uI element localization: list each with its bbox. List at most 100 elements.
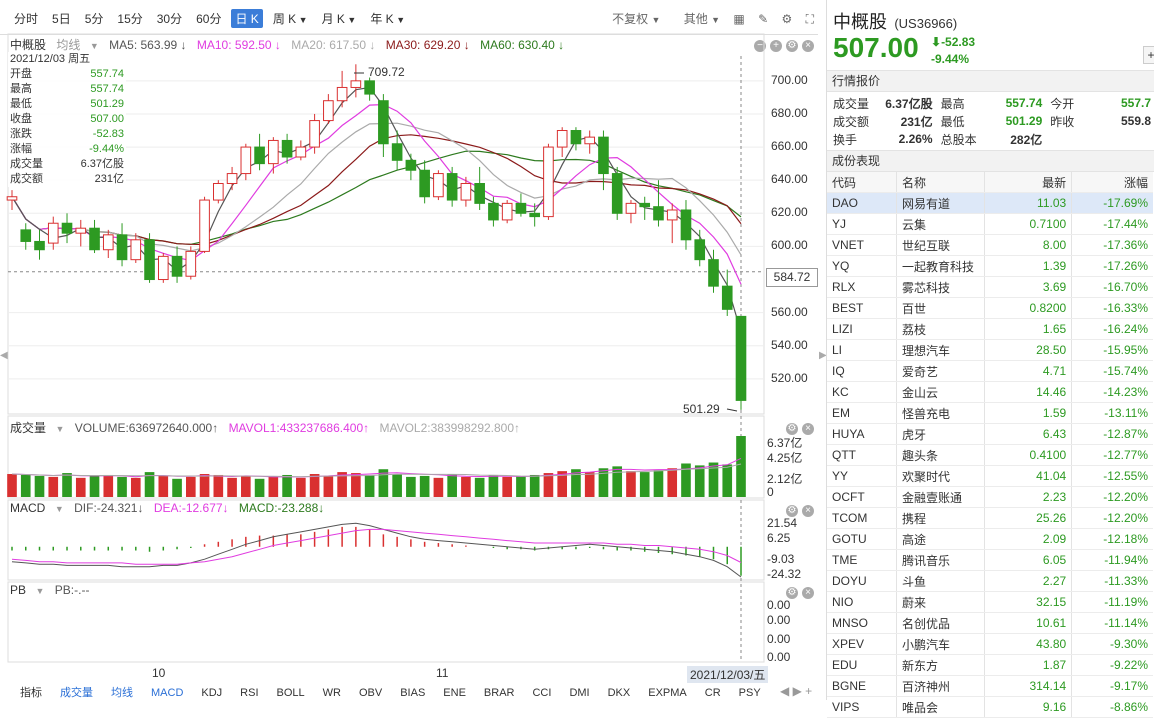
constituent-row[interactable]: RLX 雾芯科技 3.69 -16.70% bbox=[827, 276, 1153, 298]
adjust-select[interactable]: 不复权 ▼ bbox=[602, 12, 660, 26]
add-indicator-icon[interactable]: + bbox=[805, 684, 813, 698]
constituent-row[interactable]: LIZI 荔枝 1.65 -16.24% bbox=[827, 318, 1153, 340]
indicator-tab[interactable]: ENE bbox=[443, 687, 466, 699]
constituent-row[interactable]: MNSO 名创优品 10.61 -11.14% bbox=[827, 612, 1153, 634]
candle-body bbox=[474, 182, 485, 204]
info-value: -52.83 bbox=[92, 128, 124, 140]
timeframe-tab[interactable]: 30分 bbox=[153, 9, 186, 28]
constituent-row[interactable]: GOTU 高途 2.09 -12.18% bbox=[827, 528, 1153, 550]
gear-icon[interactable]: ⚙ bbox=[786, 505, 798, 517]
indicator-tab[interactable]: BIAS bbox=[400, 687, 426, 699]
indicator-tab[interactable]: BOLL bbox=[276, 687, 305, 699]
constituent-row[interactable]: EM 怪兽充电 1.59 -13.11% bbox=[827, 402, 1153, 424]
constituent-row[interactable]: XPEV 小鹏汽车 43.80 -9.30% bbox=[827, 633, 1153, 655]
indicator-tab[interactable]: EXPMA bbox=[648, 687, 687, 699]
ma-type-select[interactable]: 均线 ▼ bbox=[56, 38, 98, 52]
candle-body bbox=[666, 209, 678, 221]
pen-icon[interactable]: ✎ bbox=[758, 12, 769, 26]
close-icon[interactable]: × bbox=[802, 505, 814, 517]
timeframe-tab[interactable]: 月 K ▼ bbox=[318, 9, 361, 28]
indicator-tab[interactable]: 均线 bbox=[111, 687, 133, 699]
add-watch-icon[interactable]: + bbox=[1143, 46, 1154, 64]
scroll-left-icon[interactable]: ◀ bbox=[0, 350, 8, 361]
constituent-row[interactable]: LI 理想汽车 28.50 -15.95% bbox=[827, 339, 1153, 361]
close-icon[interactable]: × bbox=[802, 423, 814, 435]
constituent-row[interactable]: YJ 云集 0.7100 -17.44% bbox=[827, 213, 1153, 235]
indicator-tab[interactable]: 成交量 bbox=[60, 687, 93, 699]
grid-icon[interactable]: ▦ bbox=[733, 12, 745, 26]
change-cell: -9.30% bbox=[1071, 633, 1153, 655]
constituent-row[interactable]: EDU 新东方 1.87 -9.22% bbox=[827, 654, 1153, 676]
gear-icon[interactable]: ⚙ bbox=[786, 423, 798, 435]
constituent-row[interactable]: OCFT 金融壹账通 2.23 -12.20% bbox=[827, 486, 1153, 508]
timeframe-tab[interactable]: 15分 bbox=[113, 9, 146, 28]
timeframe-tab[interactable]: 分时 bbox=[10, 9, 42, 28]
more-select[interactable]: 其他 ▼ bbox=[674, 12, 720, 26]
scroll-right-icon[interactable]: ▶ bbox=[819, 350, 827, 361]
constituent-row[interactable]: VNET 世纪互联 8.00 -17.36% bbox=[827, 234, 1153, 256]
tab-scroll-arrows[interactable]: ◀ ▶ + bbox=[780, 684, 813, 698]
timeframe-tab[interactable]: 60分 bbox=[192, 9, 225, 28]
indicator-tab[interactable]: PSY bbox=[738, 687, 761, 699]
constituent-row[interactable]: TME 腾讯音乐 6.05 -11.94% bbox=[827, 549, 1153, 571]
constituent-row[interactable]: YY 欢聚时代 41.04 -12.55% bbox=[827, 465, 1153, 487]
change-cell: -13.11% bbox=[1071, 402, 1153, 424]
constituent-row[interactable]: KC 金山云 14.46 -14.23% bbox=[827, 381, 1153, 403]
constituent-row[interactable]: IQ 爱奇艺 4.71 -15.74% bbox=[827, 360, 1153, 382]
kline-chart[interactable] bbox=[0, 0, 818, 700]
column-header[interactable]: 最新 bbox=[984, 172, 1073, 193]
indicator-tab[interactable]: OBV bbox=[358, 687, 383, 699]
pb-title[interactable]: PB ▼ bbox=[10, 583, 44, 597]
constituent-row[interactable]: DAO 网易有道 11.03 -17.69% bbox=[827, 192, 1153, 214]
indicator-tab[interactable]: WR bbox=[322, 687, 341, 699]
close-icon[interactable]: × bbox=[802, 587, 814, 599]
timeframe-tab[interactable]: 年 K ▼ bbox=[366, 9, 409, 28]
info-row: 成交额 231亿 bbox=[8, 172, 126, 187]
code-cell: GOTU bbox=[827, 528, 897, 550]
plus-icon[interactable]: + bbox=[770, 40, 782, 52]
column-header[interactable]: 涨幅 bbox=[1071, 172, 1153, 193]
indicator-tab[interactable]: CR bbox=[704, 687, 721, 699]
name-cell: 网易有道 bbox=[896, 192, 985, 214]
indicator-tab[interactable]: KDJ bbox=[201, 687, 223, 699]
constituent-row[interactable]: QTT 趣头条 0.4100 -12.77% bbox=[827, 444, 1153, 466]
column-header[interactable]: 代码 bbox=[827, 172, 897, 193]
constituent-row[interactable]: NIO 蔚来 32.15 -11.19% bbox=[827, 591, 1153, 613]
timeframe-tab[interactable]: 5日 bbox=[48, 9, 75, 28]
indicator-tab[interactable]: BRAR bbox=[483, 687, 515, 699]
info-value: 507.00 bbox=[90, 113, 124, 125]
mavol1-value: MAVOL1:433237686.400↑ bbox=[228, 421, 370, 435]
indicator-tab[interactable]: CCI bbox=[532, 687, 552, 699]
fullscreen-icon[interactable]: ⛶ bbox=[805, 12, 814, 26]
timeframe-tab[interactable]: 日 K bbox=[231, 9, 263, 28]
constituent-row[interactable]: HUYA 虎牙 6.43 -12.87% bbox=[827, 423, 1153, 445]
quote-value: 231亿 bbox=[900, 114, 933, 129]
indicator-tab[interactable]: RSI bbox=[240, 687, 259, 699]
change-cell: -16.70% bbox=[1071, 276, 1153, 298]
indicator-tab[interactable]: MACD bbox=[151, 687, 184, 699]
indicator-tab[interactable]: DKX bbox=[607, 687, 631, 699]
timeframe-tab[interactable]: 周 K ▼ bbox=[269, 9, 312, 28]
minus-icon[interactable]: − bbox=[754, 40, 766, 52]
close-icon[interactable]: × bbox=[802, 40, 814, 52]
gear-icon[interactable]: ⚙ bbox=[786, 40, 798, 52]
indicator-tab[interactable]: DMI bbox=[569, 687, 590, 699]
constituent-row[interactable]: TCOM 携程 25.26 -12.20% bbox=[827, 507, 1153, 529]
timeframe-tab[interactable]: 5分 bbox=[81, 9, 108, 28]
constituent-row[interactable]: BEST 百世 0.8200 -16.33% bbox=[827, 297, 1153, 319]
volume-bar bbox=[433, 477, 444, 497]
macd-title[interactable]: MACD ▼ bbox=[10, 501, 64, 515]
constituent-row[interactable]: DOYU 斗鱼 2.27 -11.33% bbox=[827, 570, 1153, 592]
timeframe-label: 日 K bbox=[235, 12, 259, 26]
code-cell: NIO bbox=[827, 591, 897, 613]
candle-body bbox=[446, 173, 458, 201]
ma20-label: MA20: 617.50 ↓ bbox=[291, 38, 376, 52]
constituent-row[interactable]: YQ 一起教育科技 1.39 -17.26% bbox=[827, 255, 1153, 277]
volume-title[interactable]: 成交量 ▼ bbox=[10, 421, 64, 435]
settings-icon[interactable]: ⚙ bbox=[781, 12, 793, 26]
info-key: 开盘 bbox=[10, 68, 32, 80]
constituent-row[interactable]: BGNE 百济神州 314.14 -9.17% bbox=[827, 675, 1153, 697]
indicator-tab[interactable]: 指标 bbox=[20, 687, 42, 699]
gear-icon[interactable]: ⚙ bbox=[786, 587, 798, 599]
column-header[interactable]: 名称 bbox=[896, 172, 985, 193]
